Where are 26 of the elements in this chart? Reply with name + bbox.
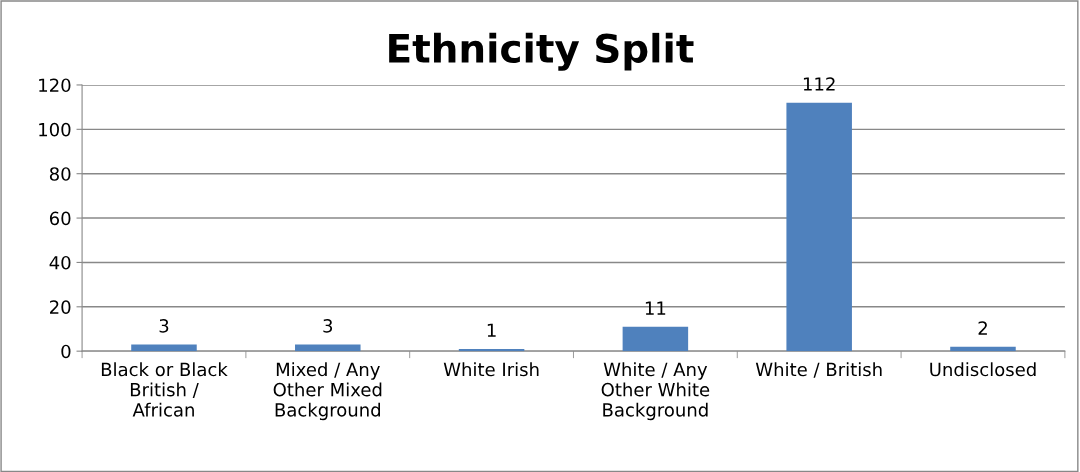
data-label: 3 — [159, 319, 169, 333]
data-label: 112 — [803, 77, 835, 91]
y-tick-label: 80 — [49, 167, 71, 181]
bar — [622, 326, 689, 352]
x-tick-label: White / Any Other White Background — [601, 362, 710, 421]
data-label: 11 — [645, 301, 666, 315]
y-tick-label: 20 — [50, 300, 71, 314]
y-tick-label: 60 — [49, 211, 71, 226]
x-tick-label: White Irish — [443, 362, 539, 377]
y-tick-label: 40 — [49, 255, 71, 270]
x-tick-label: Mixed / Any Other Mixed Background — [273, 362, 382, 421]
x-tick-label: White / British — [755, 362, 882, 378]
data-label: 2 — [978, 321, 987, 335]
bar — [131, 344, 197, 352]
x-tick-label: Undisclosed — [930, 362, 1036, 377]
y-tick-label: 120 — [39, 78, 71, 93]
bar — [295, 344, 361, 352]
chart-title: Ethnicity Split — [389, 32, 694, 71]
y-tick-label: 100 — [39, 122, 71, 137]
bar — [786, 102, 852, 352]
data-label: 1 — [487, 323, 496, 337]
x-tick-label: Black or Black British / African — [101, 362, 228, 417]
data-label: 3 — [323, 319, 333, 333]
bar — [458, 348, 525, 352]
y-tick-label: 0 — [61, 344, 71, 359]
bar — [950, 346, 1016, 352]
